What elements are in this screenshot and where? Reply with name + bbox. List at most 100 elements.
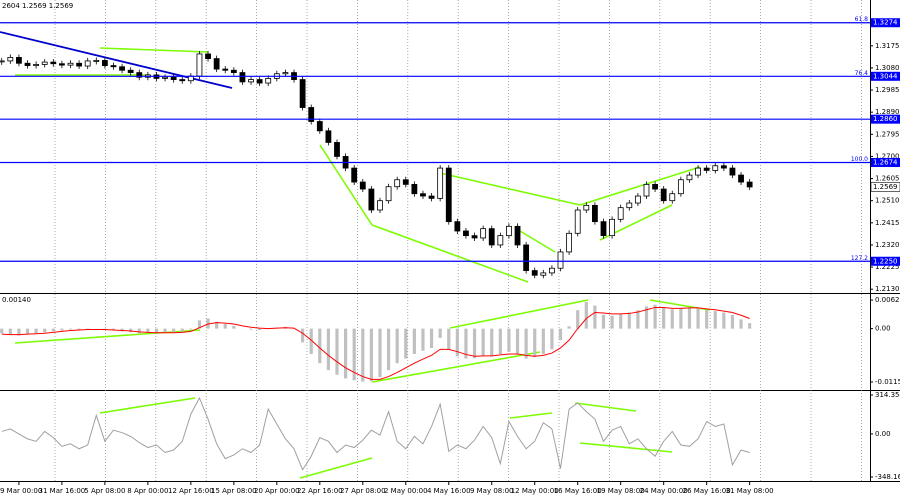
candle: [256, 79, 263, 84]
candle: [351, 167, 358, 183]
candle: [359, 181, 366, 190]
histogram-bar: [584, 301, 588, 329]
x-tick-label: 5 Apr 08:00: [84, 487, 125, 495]
histogram-bar: [705, 310, 709, 329]
annotation-line: [99, 397, 196, 414]
candle: [557, 251, 564, 269]
histogram-bar: [404, 328, 408, 359]
candle: [58, 63, 65, 66]
candle: [101, 60, 108, 66]
annotation-line: [514, 227, 556, 253]
candle: [213, 58, 220, 70]
histogram-bar: [713, 311, 717, 329]
candle: [471, 235, 478, 239]
candle: [480, 228, 487, 239]
histogram-bar: [541, 328, 545, 354]
candle: [566, 232, 573, 253]
histogram-bar: [215, 321, 219, 329]
histogram-bar: [455, 328, 459, 357]
y-tick-label: 0.00: [875, 430, 891, 438]
candle: [299, 79, 306, 108]
candle: [394, 179, 401, 188]
histogram-bar: [533, 328, 537, 358]
candle: [7, 57, 14, 62]
y-tick-label: 314.3545: [875, 391, 900, 399]
histogram-bar: [601, 314, 606, 329]
y-tick-label: 1.2795: [875, 130, 900, 138]
x-tick-label: 22 Apr 16:00: [297, 487, 343, 495]
histogram-bar: [472, 328, 477, 359]
histogram-bar: [722, 312, 726, 329]
histogram-bar: [627, 312, 631, 329]
histogram-bar: [515, 328, 520, 354]
frame: [0, 0, 900, 482]
histogram-bar: [679, 307, 683, 329]
annotation-line: [439, 172, 581, 206]
histogram-bar: [25, 328, 30, 335]
candle: [93, 60, 100, 62]
annotations: [14, 47, 711, 479]
indicator-title: 0.00140: [2, 296, 31, 304]
level-fib-label: 76.4: [855, 70, 869, 77]
histogram-bar: [154, 328, 159, 334]
histogram-bar: [378, 328, 382, 378]
x-tick-label: 24 May 00:00: [640, 487, 688, 495]
candle: [463, 230, 469, 237]
y-tick-label: 1.2225: [875, 263, 900, 271]
grid: [54, 0, 862, 481]
candle: [729, 167, 736, 176]
y-tick-label: 1.2130: [875, 285, 900, 293]
x-tick-label: 27 Apr 08:00: [340, 487, 386, 495]
candle: [652, 183, 658, 190]
candle: [720, 165, 727, 169]
candle: [239, 72, 246, 83]
y-tick-label: 0.0062: [875, 296, 900, 304]
histogram-bar: [386, 328, 391, 371]
candle: [609, 218, 615, 237]
histogram-bar: [438, 328, 442, 338]
histogram-bar: [318, 328, 322, 364]
histogram-bar: [696, 307, 700, 329]
signal-line: [1, 306, 750, 380]
histogram-bar: [567, 326, 571, 329]
level-price-box: [871, 71, 900, 81]
y-tick-label: -348.166: [875, 473, 900, 481]
histogram-bar: [343, 328, 348, 379]
histogram-bar: [352, 328, 356, 381]
candle: [703, 167, 710, 171]
y-tick-label: 0.00: [875, 325, 891, 333]
histogram-bar: [490, 328, 494, 357]
histogram-bar: [60, 328, 64, 331]
candle: [437, 167, 444, 199]
x-tick-label: 29 Mar 00:00: [0, 487, 42, 495]
annotation-line: [371, 351, 541, 383]
histogram-bar: [223, 324, 227, 329]
annotation-line: [14, 329, 201, 344]
candle: [222, 68, 229, 71]
x-tick-label: 16 May 16:00: [554, 487, 602, 495]
histogram-bar: [137, 328, 141, 334]
histogram-bar: [309, 328, 313, 354]
candle: [677, 179, 684, 195]
candle: [514, 225, 521, 246]
candle: [162, 76, 168, 79]
histogram-bar: [369, 328, 373, 382]
histogram-bar: [301, 328, 305, 343]
histogram-bar: [730, 314, 735, 329]
annotation-line: [371, 224, 529, 283]
histogram-bar: [593, 305, 597, 329]
histogram-bar: [180, 328, 184, 332]
candle: [583, 204, 590, 211]
histogram-bar: [335, 328, 339, 375]
candle: [428, 195, 435, 199]
y-tick-label: 1.2605: [875, 175, 900, 183]
histogram-bar: [550, 328, 554, 350]
x-tick-label: 4 May 16:00: [427, 487, 471, 495]
histogram-bar: [51, 328, 55, 332]
candle: [420, 193, 426, 197]
candle: [230, 69, 237, 73]
histogram-bar: [77, 328, 81, 331]
histogram-bar: [662, 307, 666, 329]
y-tick-label: 1.2985: [875, 86, 900, 94]
